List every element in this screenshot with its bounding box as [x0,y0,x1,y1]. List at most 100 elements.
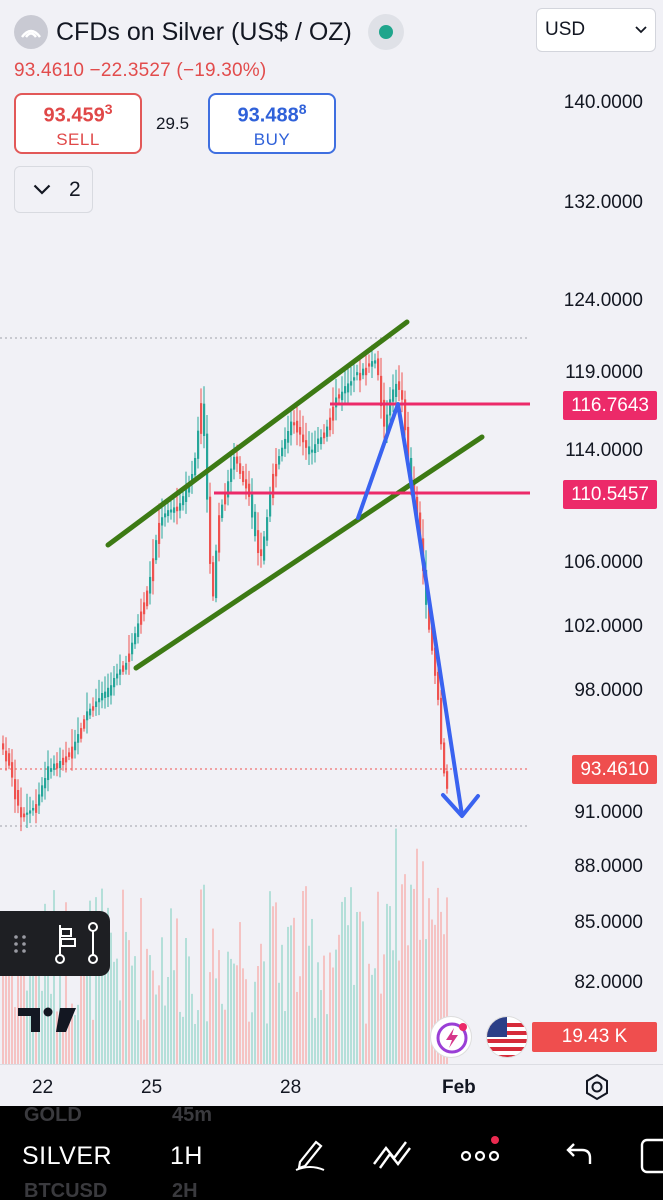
flash-news-icon[interactable] [430,1016,472,1058]
level-tag-lower[interactable]: 110.5457 [563,480,657,509]
volume-bar [404,874,406,1064]
symbol-button[interactable]: SILVER [22,1142,113,1170]
currency-select[interactable]: USD [536,8,656,52]
volume-bar [146,948,148,1064]
time-label: 25 [141,1077,163,1098]
long-position-tool-icon[interactable] [55,925,76,964]
volume-bar [248,1021,250,1064]
interval-button[interactable]: 1H [170,1142,203,1170]
candle-body [314,444,317,454]
volume-bar [125,931,127,1064]
candle-body [338,394,341,399]
volume-bar [197,1010,199,1064]
volume-bar [374,968,376,1064]
buy-button[interactable]: 93.4888 BUY [208,93,336,154]
candle-body [101,692,104,701]
volume-bar [83,918,85,1064]
sell-button[interactable]: 93.4593 SELL [14,93,142,154]
pen-drawing-icon[interactable] [290,1134,330,1174]
candle-body [65,756,68,763]
volume-bar [47,934,49,1064]
candle-body [215,550,218,599]
drawing-tools-icon[interactable] [372,1134,414,1174]
volume-bar [155,994,157,1064]
market-status-indicator[interactable] [367,14,404,50]
volume-bar [395,828,397,1064]
candle-body [218,515,221,553]
candle-body [23,813,26,818]
candle-body [8,753,11,766]
symbol-title[interactable]: CFDs on Silver (US$ / OZ) [56,17,352,46]
volume-bar [74,1015,76,1064]
volume-bar [71,1003,73,1064]
candle-body [110,685,113,696]
candle-body [80,728,83,739]
candle-body [245,479,248,489]
candle-body [278,456,281,465]
volume-bar [371,974,373,1064]
volume-bar [290,925,292,1064]
ghost-interval-top: 45m [172,1106,213,1126]
chart-settings-icon[interactable] [583,1073,611,1101]
volume-bar [317,962,319,1064]
last-price-tag: 93.4610 [572,755,657,784]
candle-body [125,662,128,670]
volume-bar [350,887,352,1064]
volume-bar [188,956,190,1064]
volume-bar [443,934,445,1064]
volume-bar [95,897,97,1064]
price-chart[interactable] [0,0,663,1064]
candle-body [170,509,173,513]
volume-bar [296,991,298,1064]
redo-icon[interactable] [638,1134,663,1174]
candle-body [401,390,404,400]
volume-bar [257,966,259,1064]
candle-body [113,677,116,688]
drag-handle-icon[interactable] [14,935,26,953]
candle-body [443,742,446,774]
candle-body [11,762,14,778]
volume-bar [122,889,124,1064]
candle-body [119,669,122,675]
candle-body [203,403,206,437]
price-axis-label: 85.0000 [574,912,643,933]
channel-upper-line [105,319,410,548]
volume-bar [245,979,247,1064]
us-flag-icon[interactable] [486,1016,528,1058]
trend-line-tool-icon[interactable] [88,922,98,964]
candle-body [140,611,143,625]
candle-body [41,785,44,797]
candle-body [308,446,311,455]
candle-body [272,473,275,499]
volume-bar [263,961,265,1064]
symbol-header[interactable]: CFDs on Silver (US$ / OZ) [14,14,404,50]
candle-body [332,406,335,421]
volume-bar [383,954,385,1064]
volume-bar [164,1005,166,1064]
candle-body [320,437,323,445]
time-axis[interactable]: 22 25 28 Feb [0,1064,663,1106]
candle-body [68,752,71,757]
volume-bar [293,917,295,1064]
volume-bar [380,993,382,1064]
volume-bar [5,966,7,1064]
volume-bar [14,1007,16,1064]
drawing-tools-panel[interactable] [0,911,110,976]
more-options-icon[interactable] [458,1134,506,1174]
volume-bar [116,958,118,1064]
volume-bar [35,933,37,1064]
undo-icon[interactable] [562,1134,594,1174]
tradingview-logo-icon[interactable] [18,1004,78,1034]
volume-bar [338,934,340,1064]
level-tag-upper[interactable]: 116.7643 [563,391,657,420]
volume-bar [131,965,133,1064]
price-axis-label: 102.0000 [563,616,643,637]
indicators-toggle-button[interactable]: 2 [14,166,93,213]
volume-bar [44,903,46,1064]
candle-body [281,447,284,457]
volume-bar [281,944,283,1064]
candle-body [317,438,320,444]
candle-body [260,549,263,557]
buy-price: 93.4888 [237,101,307,127]
